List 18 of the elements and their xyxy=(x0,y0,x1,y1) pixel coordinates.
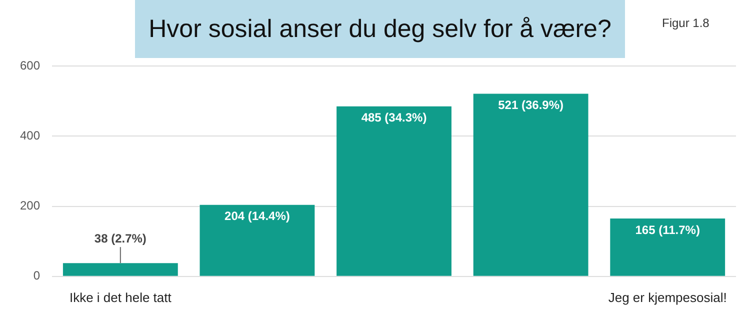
bar xyxy=(200,204,315,276)
bar xyxy=(62,263,178,276)
data-label: 485 (34.3%) xyxy=(361,110,427,125)
y-tick-label: 0 xyxy=(33,268,40,283)
data-label: 165 (11.7%) xyxy=(635,222,700,237)
bar xyxy=(610,218,726,276)
y-tick-label: 200 xyxy=(20,198,40,213)
x-tick-label: Ikke i det hele tatt xyxy=(69,290,172,305)
bar xyxy=(473,94,588,276)
text: Figur 1.8 xyxy=(662,16,710,30)
x-tick-label: Jeg er kjempesosial! xyxy=(608,290,727,305)
data-label: 204 (14.4%) xyxy=(224,209,290,224)
y-tick-label: 600 xyxy=(20,58,40,72)
chart-title: Hvor sosial anser du deg selv for å være? xyxy=(135,0,625,58)
data-label: 521 (36.9%) xyxy=(498,98,564,112)
bar xyxy=(336,106,452,276)
y-tick-label: 400 xyxy=(20,128,40,142)
data-label: 38 (2.7%) xyxy=(94,231,146,246)
